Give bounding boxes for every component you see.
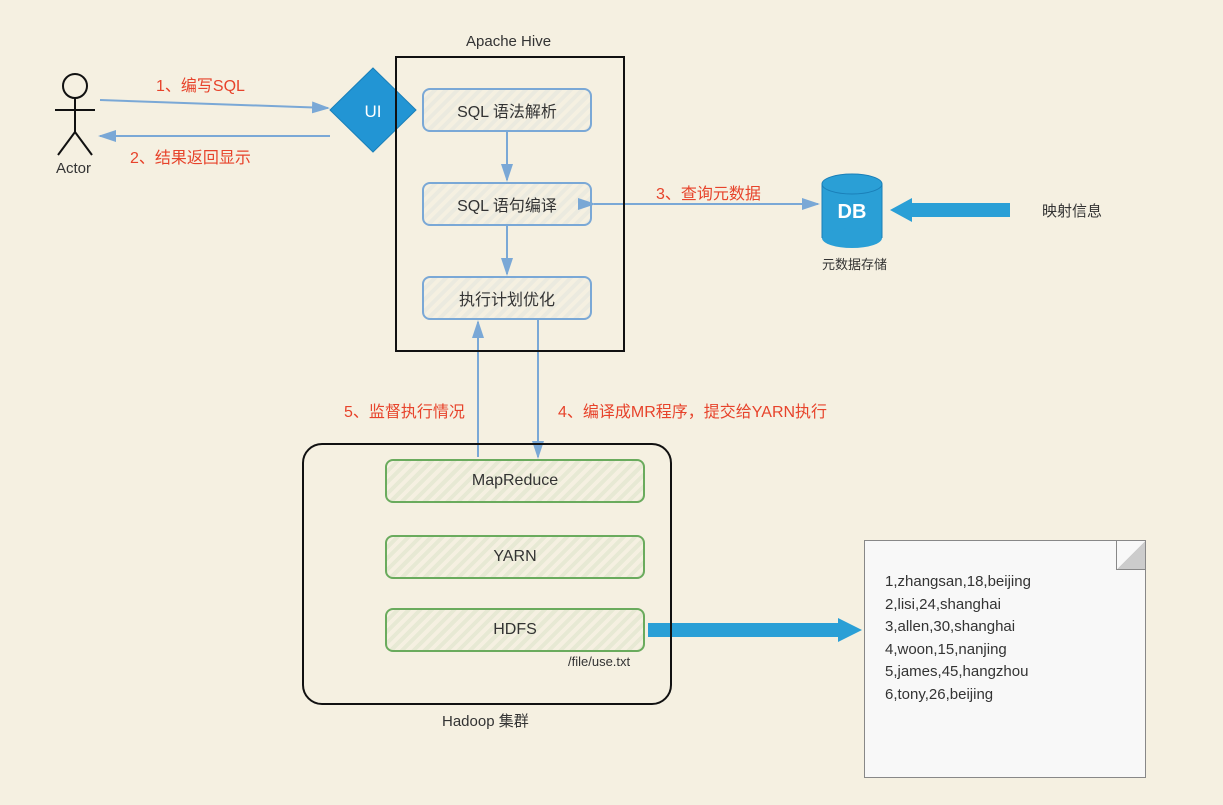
file-line-6: 6,tony,26,beijing — [885, 684, 1125, 707]
file-line-1: 1,zhangsan,18,beijing — [885, 571, 1125, 594]
file-line-5: 5,james,45,hangzhou — [885, 661, 1125, 684]
arrow-write-sql — [100, 100, 328, 108]
file-line-3: 3,allen,30,shanghai — [885, 616, 1125, 639]
hive-title: Apache Hive — [466, 33, 551, 50]
box-sql-compile: SQL 语句编译 — [422, 182, 592, 226]
box-hdfs: HDFS — [385, 608, 645, 652]
box-mapreduce: MapReduce — [385, 459, 645, 503]
annotation-2: 2、结果返回显示 — [130, 144, 251, 168]
file-line-4: 4,woon,15,nanjing — [885, 639, 1125, 662]
file-line-2: 2,lisi,24,shanghai — [885, 594, 1125, 617]
actor-icon — [55, 74, 95, 155]
annotation-4: 4、编译成MR程序，提交给YARN执行 — [558, 398, 827, 422]
db-caption: 元数据存储 — [822, 254, 887, 273]
annotation-1: 1、编写SQL — [156, 72, 245, 96]
arrow-mapping-to-db — [890, 198, 1010, 222]
arrow-hdfs-to-file — [648, 618, 862, 642]
box-sql-parse: SQL 语法解析 — [422, 88, 592, 132]
annotation-5: 5、监督执行情况 — [344, 398, 465, 422]
box-exec-plan: 执行计划优化 — [422, 276, 592, 320]
hdfs-file-path: /file/use.txt — [568, 654, 630, 669]
box-yarn: YARN — [385, 535, 645, 579]
file-note: 1,zhangsan,18,beijing 2,lisi,24,shanghai… — [864, 540, 1146, 778]
svg-text:UI: UI — [365, 102, 382, 121]
actor-label: Actor — [56, 160, 91, 177]
annotation-3: 3、查询元数据 — [656, 180, 761, 204]
mapping-info-label: 映射信息 — [1042, 200, 1102, 221]
hadoop-title: Hadoop 集群 — [442, 710, 529, 731]
db-icon: DB — [822, 174, 882, 248]
svg-text:DB: DB — [838, 201, 867, 223]
